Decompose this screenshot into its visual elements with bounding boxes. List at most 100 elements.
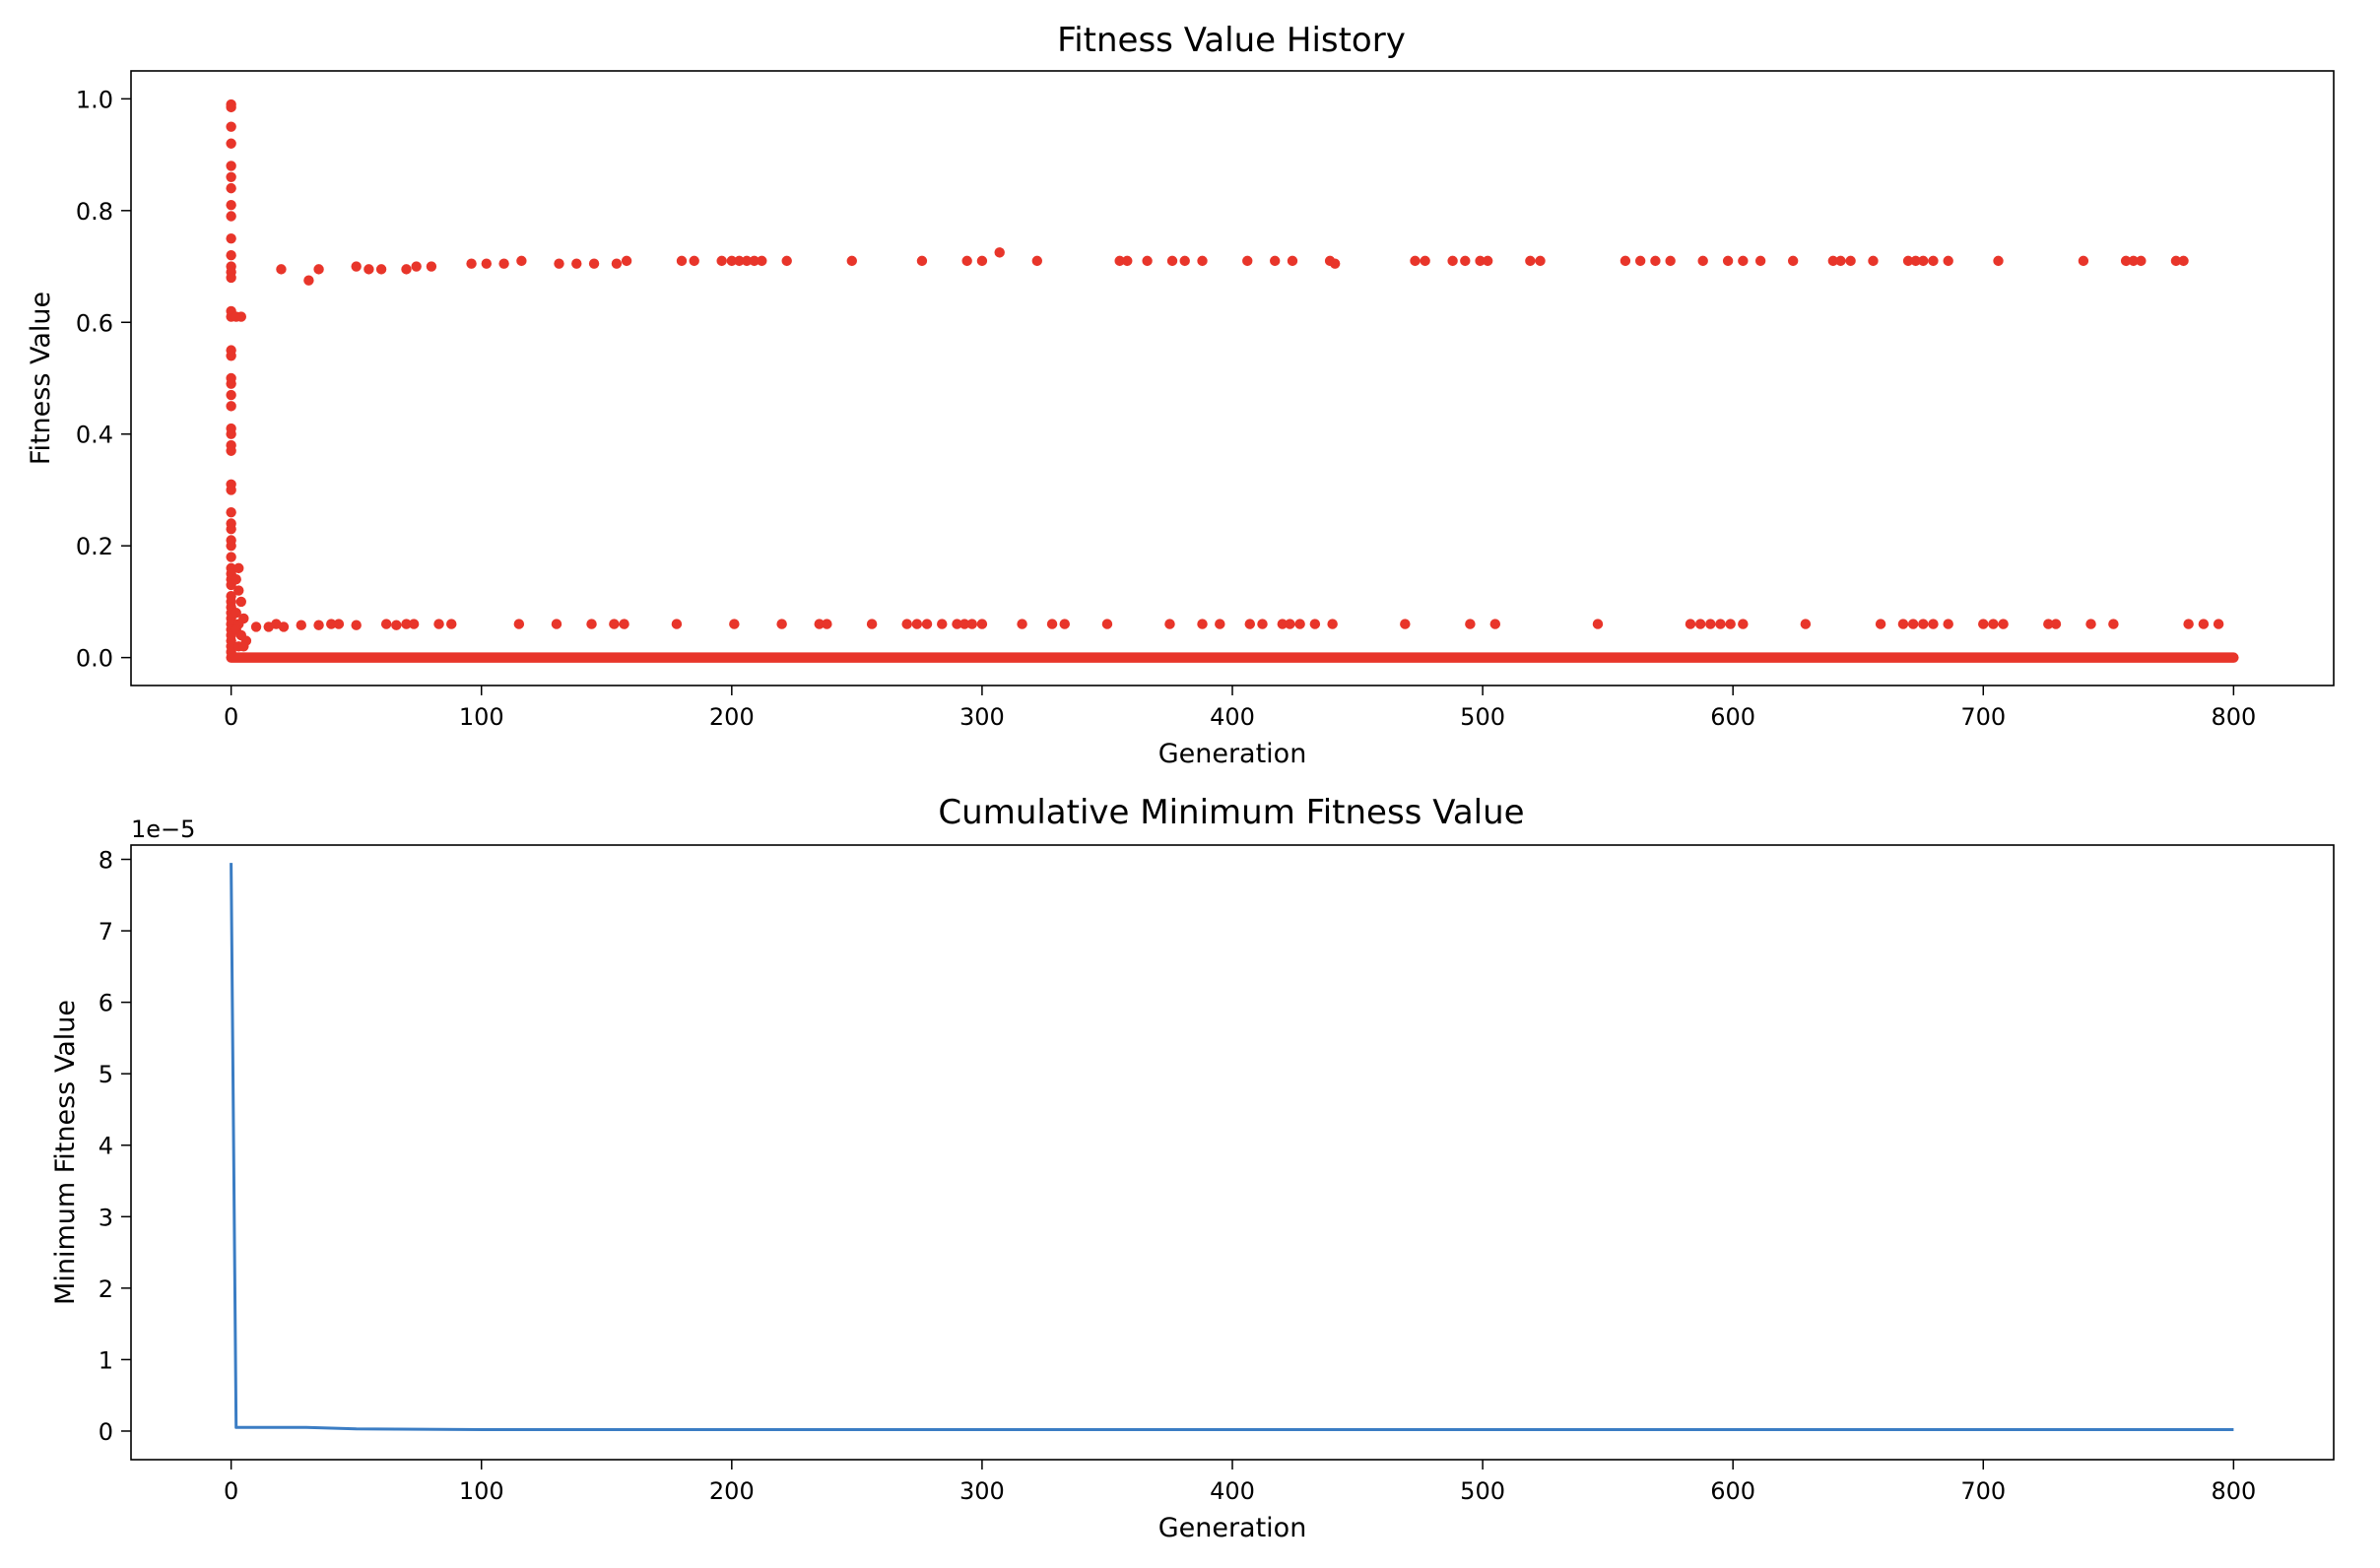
scatter-point xyxy=(621,255,632,267)
scatter-point xyxy=(676,255,688,267)
scatter-point xyxy=(498,258,509,269)
scatter-point xyxy=(586,619,597,629)
chart-1-x-axis-label: Generation xyxy=(1158,739,1307,769)
scatter-point xyxy=(226,211,236,222)
chart-2-x-axis-label: Generation xyxy=(1158,1513,1307,1543)
scatter-point xyxy=(250,621,262,632)
scatter-point xyxy=(846,255,857,267)
scatter-point xyxy=(1697,255,1708,267)
scatter-point xyxy=(916,255,928,267)
scatter-point xyxy=(231,608,241,619)
y-tick-label: 7 xyxy=(99,918,113,946)
scatter-point xyxy=(1257,619,1268,629)
scatter-point xyxy=(1592,619,1604,629)
scatter-point xyxy=(994,247,1005,258)
scatter-point xyxy=(1910,255,1921,267)
scatter-point xyxy=(1998,619,2009,629)
chart-2-x-ticks: 0 100 200 300 400 500 600 700 800 xyxy=(224,1460,2256,1505)
scatter-point xyxy=(1114,255,1125,267)
scatter-point xyxy=(2043,619,2054,629)
scatter-point xyxy=(689,255,699,267)
chart-2-y-axis-label: Minimum Fitness Value xyxy=(50,1000,81,1305)
x-tick-label: 100 xyxy=(459,703,504,731)
scatter-point xyxy=(1918,255,1929,267)
scatter-point xyxy=(959,619,970,629)
scatter-point xyxy=(426,261,437,272)
y-tick-label: 1 xyxy=(99,1346,113,1374)
scatter-point xyxy=(231,574,241,585)
chart-1-y-ticks: 0.0 0.2 0.4 0.6 0.8 1.0 xyxy=(76,86,131,673)
scatter-point xyxy=(401,264,412,275)
scatter-point xyxy=(481,258,493,269)
chart-1-y-axis-label: Fitness Value xyxy=(26,292,56,465)
scatter-point xyxy=(1634,255,1646,267)
fitness-scatter-points xyxy=(226,98,2239,663)
scatter-point xyxy=(1465,619,1476,629)
y-tick-label: 0.8 xyxy=(76,198,113,226)
scatter-point xyxy=(226,138,236,149)
scatter-point xyxy=(1978,619,1989,629)
scatter-point xyxy=(2198,619,2210,629)
scatter-point xyxy=(757,255,767,267)
scatter-point xyxy=(278,621,290,632)
scatter-point xyxy=(276,264,287,275)
scatter-point xyxy=(966,619,977,629)
scatter-point xyxy=(2078,255,2089,267)
scatter-point xyxy=(313,620,324,630)
scatter-point xyxy=(516,255,527,267)
x-tick-label: 500 xyxy=(1460,1477,1505,1505)
scatter-point xyxy=(238,641,249,652)
scatter-point xyxy=(313,264,324,275)
scatter-point xyxy=(1535,255,1546,267)
scatter-point xyxy=(749,255,760,267)
scatter-point xyxy=(351,261,362,272)
scatter-point xyxy=(901,619,912,629)
scatter-point xyxy=(1918,619,1929,629)
x-tick-label: 500 xyxy=(1460,703,1505,731)
scatter-point xyxy=(726,255,738,267)
chart-1-plot-frame xyxy=(130,70,2335,686)
x-tick-label: 100 xyxy=(459,1477,504,1505)
scatter-point xyxy=(1845,255,1856,267)
scatter-point xyxy=(961,255,972,267)
x-tick-label: 400 xyxy=(1210,1477,1255,1505)
scatter-point xyxy=(326,619,337,629)
scatter-point xyxy=(937,619,948,629)
x-tick-label: 300 xyxy=(959,1477,1005,1505)
y-tick-label: 4 xyxy=(99,1133,113,1160)
scatter-point xyxy=(226,428,236,439)
scatter-point xyxy=(1868,255,1879,267)
scatter-point xyxy=(1722,255,1734,267)
scatter-point xyxy=(2120,255,2132,267)
scatter-point xyxy=(226,506,236,518)
scatter-point xyxy=(1928,619,1939,629)
scatter-point xyxy=(814,619,825,629)
scatter-point xyxy=(296,620,306,630)
chart-2-plot-frame xyxy=(130,844,2335,1461)
scatter-point xyxy=(1875,619,1886,629)
scatter-point xyxy=(921,619,933,629)
scatter-point xyxy=(226,445,236,456)
scatter-point xyxy=(1059,619,1070,629)
y-tick-label: 0.2 xyxy=(76,533,113,560)
scatter-point xyxy=(233,585,244,596)
scatter-point xyxy=(741,255,753,267)
scatter-point xyxy=(1447,255,1458,267)
scatter-point xyxy=(1287,255,1298,267)
scatter-point xyxy=(1242,255,1253,267)
scatter-point xyxy=(226,378,236,389)
scatter-point xyxy=(411,261,422,272)
scatter-point xyxy=(2213,619,2224,629)
scatter-point xyxy=(1835,255,1846,267)
scatter-point xyxy=(1166,255,1178,267)
scatter-point xyxy=(1738,619,1749,629)
scatter-point xyxy=(716,255,727,267)
scatter-point xyxy=(2108,619,2119,629)
scatter-point xyxy=(1122,255,1133,267)
scatter-point xyxy=(466,258,477,269)
fitness-history-chart: Fitness Value History 0 100 200 300 400 500 60… xyxy=(26,21,2335,769)
minimum-fitness-line xyxy=(230,863,2234,1431)
chart-1-title: Fitness Value History xyxy=(1057,21,1406,60)
scatter-point xyxy=(1665,255,1676,267)
scatter-point xyxy=(401,619,412,629)
